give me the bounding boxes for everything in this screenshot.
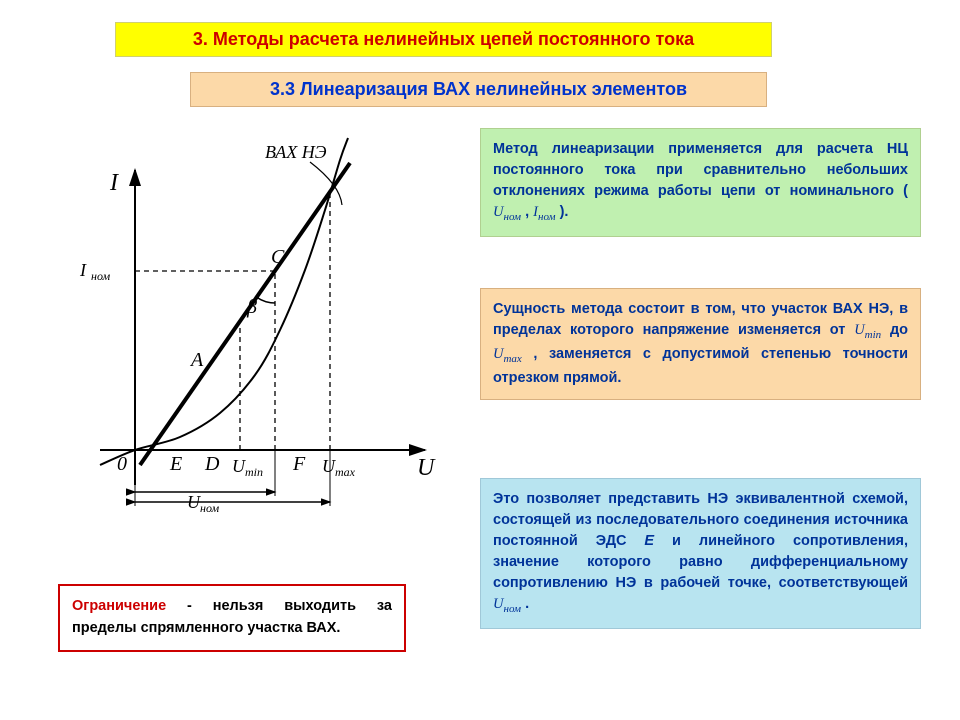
box2-sym-umax: U — [493, 346, 503, 362]
box1-text-a: Метод линеаризации применяется для расче… — [493, 141, 908, 199]
svg-text:D: D — [204, 453, 220, 475]
conclusion-box: Это позволяет представить НЭ эквивалентн… — [480, 478, 921, 629]
svg-text:min: min — [245, 465, 263, 479]
svg-text:A: A — [189, 349, 204, 371]
method-description-box: Метод линеаризации применяется для расче… — [480, 128, 921, 237]
box2-sub-umin: min — [865, 329, 882, 341]
svg-text:ном: ном — [91, 269, 110, 283]
svg-text:β: β — [246, 296, 257, 318]
svg-text:I: I — [109, 170, 119, 196]
box2-text-b: , заменяется с допустимой степенью точно… — [493, 346, 908, 386]
box3-sym-u: U — [493, 596, 503, 612]
box3-dot: . — [521, 596, 529, 612]
box2-text-a: Сущность метода состоит в том, что участ… — [493, 301, 908, 338]
section-title: 3. Методы расчета нелинейных цепей посто… — [115, 22, 772, 57]
box1-text-b: ). — [556, 204, 569, 220]
box1-sep: , — [521, 204, 533, 220]
box2-sub-umax: max — [503, 353, 521, 365]
graph-svg: IU0ВАХ НЭβACFDEUminUmaxIномUном — [40, 130, 440, 530]
box1-sym-u: U — [493, 204, 503, 220]
vax-graph: IU0ВАХ НЭβACFDEUminUmaxIномUном — [40, 130, 440, 530]
essence-box: Сущность метода состоит в том, что участ… — [480, 288, 921, 400]
svg-text:I: I — [79, 260, 87, 280]
svg-text:U: U — [417, 455, 436, 481]
svg-text:U: U — [232, 456, 246, 476]
svg-text:E: E — [169, 453, 182, 475]
svg-text:U: U — [322, 456, 336, 476]
box2-mid: до — [881, 322, 908, 338]
box1-sub-i: ном — [538, 211, 556, 223]
svg-text:C: C — [271, 246, 285, 268]
subsection-title: 3.3 Линеаризация ВАХ нелинейных элементо… — [190, 72, 767, 107]
box3-emf: Е — [644, 533, 654, 549]
limitation-word: Ограничение — [72, 598, 166, 614]
box3-sub-u: ном — [503, 603, 521, 615]
svg-text:ном: ном — [200, 501, 219, 515]
svg-text:max: max — [335, 465, 356, 479]
box2-sym-umin: U — [854, 322, 864, 338]
svg-text:F: F — [292, 453, 306, 475]
svg-text:ВАХ НЭ: ВАХ НЭ — [265, 142, 327, 162]
limitation-box: Ограничение - нельзя выходить за пределы… — [58, 584, 406, 652]
box1-sub-u: ном — [503, 211, 521, 223]
